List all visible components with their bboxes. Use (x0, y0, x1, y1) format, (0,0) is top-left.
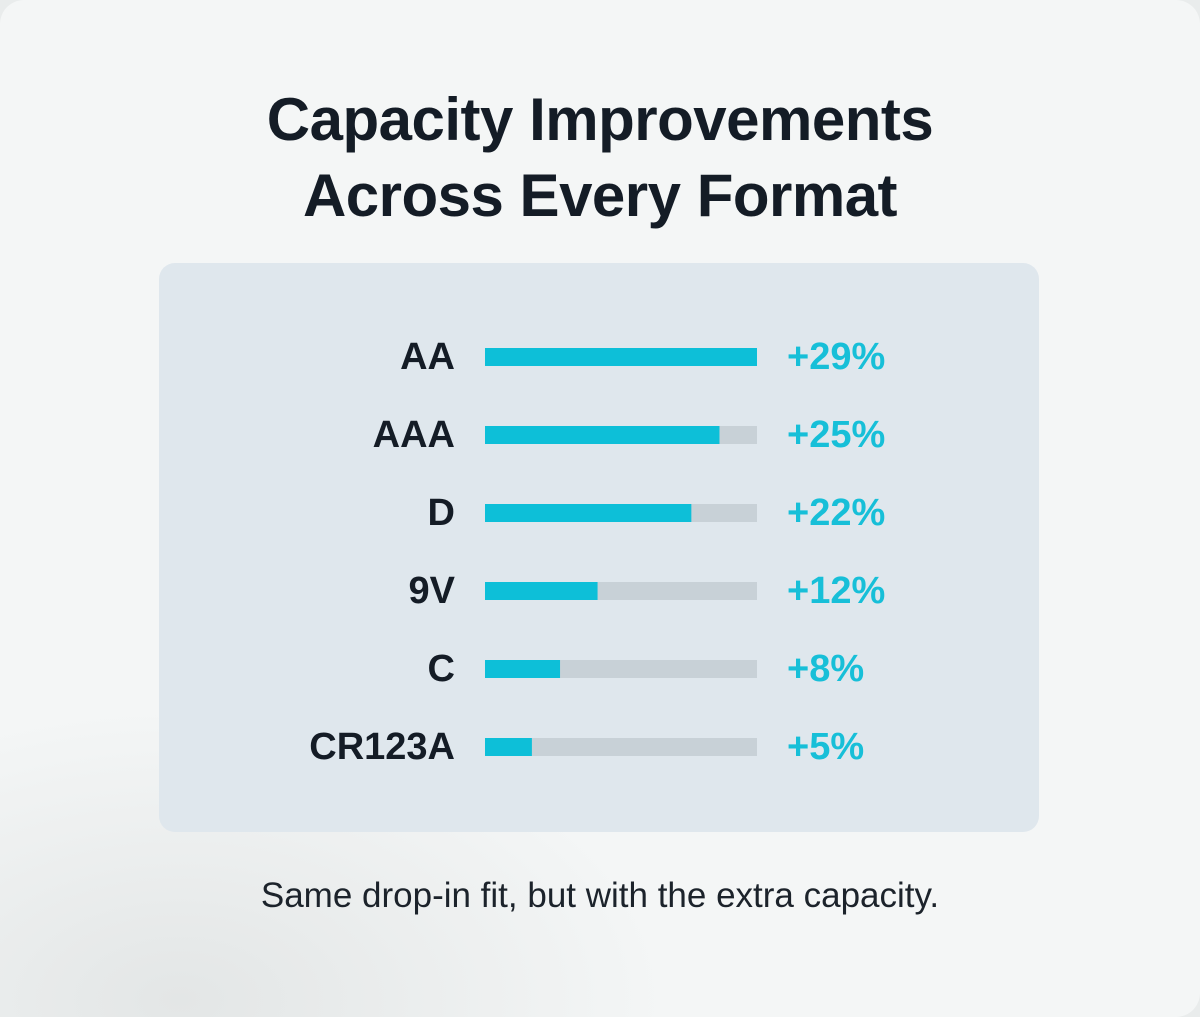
category-label: 9V (409, 570, 456, 612)
footnote: Same drop-in fit, but with the extra cap… (260, 876, 940, 915)
category-label: AA (400, 336, 455, 378)
value-label: +12% (787, 570, 885, 612)
value-label: +22% (787, 492, 885, 534)
bar (485, 504, 692, 522)
value-label: +29% (787, 336, 885, 378)
title-line-1: Capacity Improvements (266, 86, 934, 153)
bar (485, 426, 720, 444)
category-label: CR123A (309, 726, 455, 768)
category-label: AAA (373, 414, 455, 456)
bar (485, 738, 532, 756)
bar-track (485, 738, 757, 756)
value-label: +8% (787, 648, 864, 690)
chart-title: Capacity Improvements Across Every Forma… (0, 82, 1200, 234)
value-label: +25% (787, 414, 885, 456)
title-line-2: Across Every Format (302, 162, 898, 229)
bar (485, 582, 598, 600)
category-label: D (428, 492, 455, 534)
bar (485, 348, 757, 366)
value-label: +5% (787, 726, 864, 768)
category-label: C (428, 648, 455, 690)
bar (485, 660, 561, 678)
